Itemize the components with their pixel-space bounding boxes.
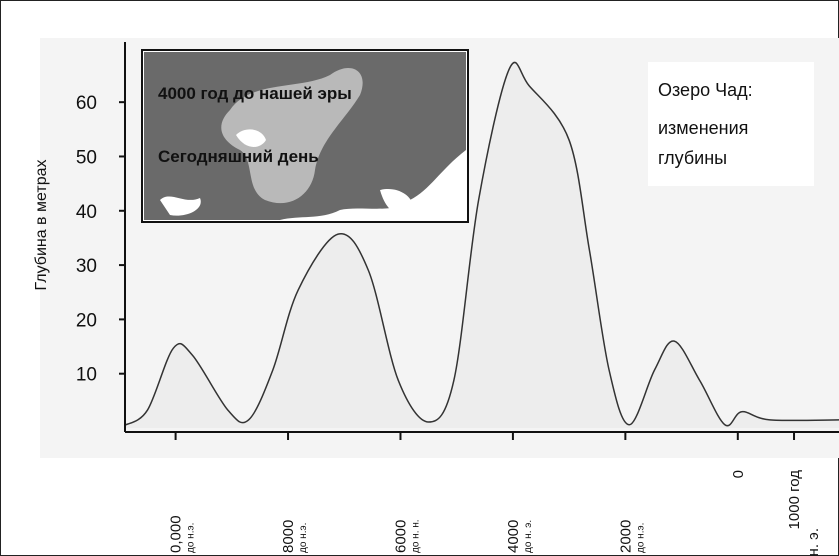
y-tick-label: 20	[76, 310, 97, 331]
chart-title: Озеро Чад:	[658, 80, 753, 100]
x-tick-sublabel: до н.э.	[635, 523, 646, 553]
map-lake	[221, 67, 363, 204]
y-tick-label: 10	[76, 365, 97, 386]
x-tick-label: 2000	[617, 520, 634, 553]
x-tick-label: 0,000	[168, 515, 185, 553]
inset-map: 4000 год до нашей эры Сегодняшний день	[141, 49, 469, 223]
y-tick-label: 60	[76, 93, 97, 114]
y-axis-label: Глубина в метрах	[33, 160, 50, 291]
map-gap	[160, 189, 413, 216]
x-tick-label: 0	[730, 470, 747, 478]
y-tick-label: 40	[76, 202, 97, 223]
chart-title: глубины	[658, 148, 727, 168]
annotation: Сегодняшний день	[158, 147, 319, 166]
plot	[124, 42, 839, 433]
x-tick-sublabel: до н.э.	[186, 523, 197, 553]
x-tick-label: 8000	[280, 520, 297, 553]
line	[124, 61, 839, 427]
x-tick-sublabel: до н. э.	[523, 520, 534, 553]
map-island	[236, 129, 266, 147]
x-tick-label: 4000	[505, 520, 522, 553]
x-tick-sublabel: до н. н.	[410, 519, 421, 553]
x-tick-sublabel: н. э.	[805, 528, 822, 556]
x-tick-label: 1000 год	[786, 470, 803, 530]
y-tick-label: 50	[76, 147, 97, 168]
x-tick-label: 6000	[392, 520, 409, 553]
chart-title: изменения	[658, 118, 748, 138]
x-tick-sublabel: до н.э.	[298, 523, 309, 553]
annotation: 4000 год до нашей эры	[158, 84, 352, 103]
title-box	[648, 62, 814, 186]
y-tick-label: 30	[76, 256, 97, 277]
area	[125, 62, 839, 428]
